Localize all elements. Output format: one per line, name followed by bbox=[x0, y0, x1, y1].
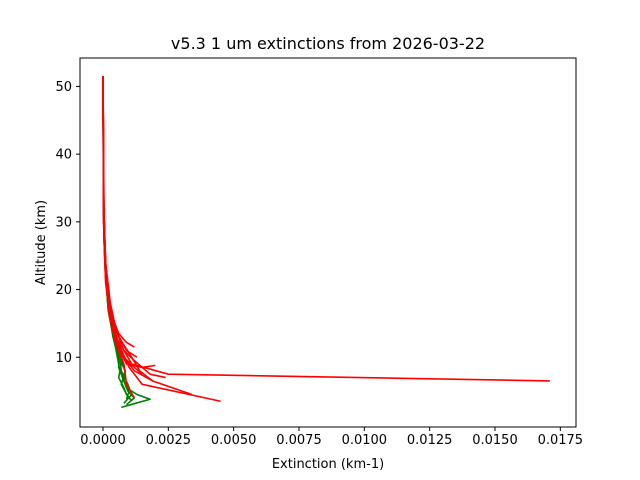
profile-line-15 bbox=[102, 76, 143, 375]
x-tick-label: 0.0175 bbox=[538, 433, 584, 448]
profile-line-16 bbox=[102, 76, 138, 358]
plot-area bbox=[102, 76, 550, 409]
x-tick-label: 0.0150 bbox=[472, 433, 518, 448]
x-tick-label: 0.0050 bbox=[211, 433, 257, 448]
y-tick-label: 30 bbox=[55, 215, 72, 230]
y-tick-label: 20 bbox=[55, 283, 72, 298]
y-axis-label: Altitude (km) bbox=[34, 200, 49, 285]
profile-line-12 bbox=[102, 76, 154, 382]
x-tick-label: 0.0025 bbox=[146, 433, 192, 448]
y-tick-label: 10 bbox=[55, 351, 72, 366]
x-tick-label: 0.0100 bbox=[342, 433, 388, 448]
plot-frame bbox=[79, 57, 577, 428]
profile-line-6 bbox=[102, 76, 129, 397]
x-tick-label: 0.0125 bbox=[407, 433, 453, 448]
profile-line-4 bbox=[102, 76, 151, 409]
profile-line-7 bbox=[102, 76, 550, 382]
x-axis-label: Extinction (km-1) bbox=[272, 457, 384, 472]
x-tick-label: 0.0000 bbox=[80, 433, 126, 448]
x-tick-label: 0.0075 bbox=[276, 433, 322, 448]
y-axis-ticks: 10 20 30 40 50 bbox=[55, 80, 80, 366]
profile-line-14 bbox=[102, 76, 136, 399]
chart-title: v5.3 1 um extinctions from 2026-03-22 bbox=[171, 34, 485, 53]
y-tick-label: 40 bbox=[55, 148, 72, 163]
x-axis-ticks: 0.0000 0.0025 0.0050 0.0075 0.0100 0.0125 0.01… bbox=[80, 427, 583, 448]
y-tick-label: 50 bbox=[55, 80, 72, 95]
